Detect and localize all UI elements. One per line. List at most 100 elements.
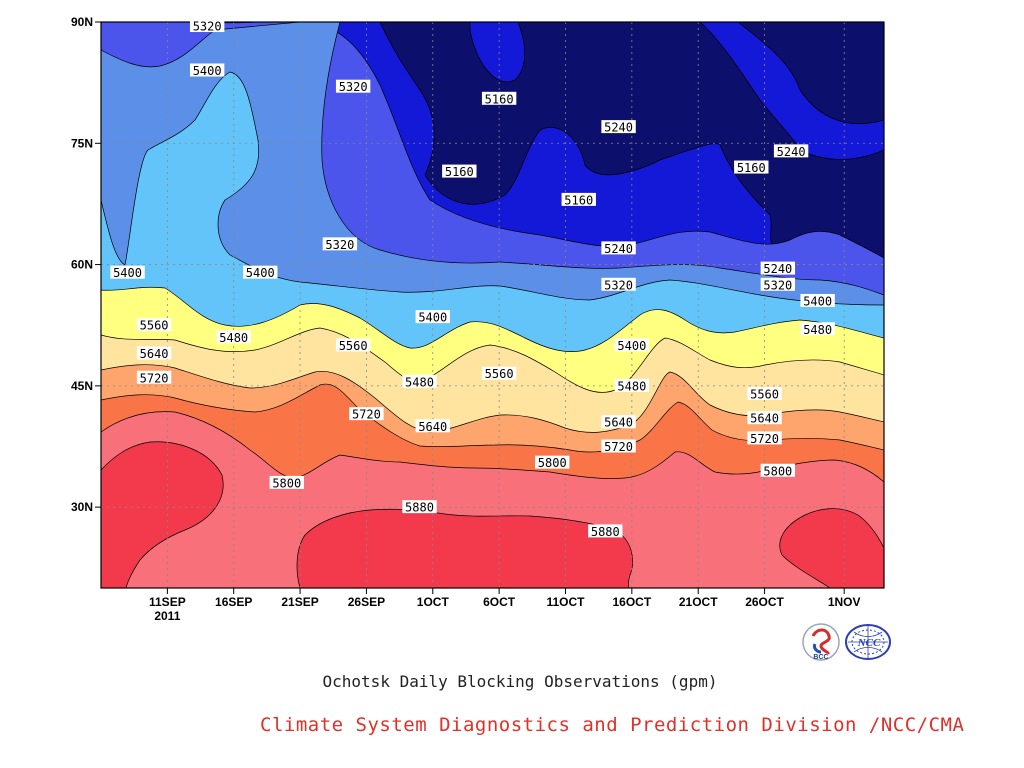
x-axis: 11SEP 16SEP 21SEP 26SEP 1OCT 6OCT 11OCT 16OCT 21…: [149, 588, 861, 623]
contour-fill: [101, 22, 884, 588]
plot-frame: [100, 21, 885, 589]
contour-label-bg: [136, 346, 172, 360]
contour-label: 5880: [405, 501, 434, 515]
bcc-logo: BCC: [802, 623, 840, 661]
contour-label-bg: [269, 475, 304, 489]
x-tick-label: 21SEP: [281, 595, 318, 609]
contour-label-bg: [402, 374, 437, 388]
contour-label-bg: [747, 386, 782, 400]
contour-label-bg: [601, 439, 636, 453]
contour-label: 5160: [445, 165, 474, 179]
x-tick-label: 11SEP: [149, 595, 186, 609]
contour-label: 5880: [591, 525, 620, 539]
contour-label: 5720: [750, 432, 779, 446]
contour-label: 5640: [418, 420, 447, 434]
contour-label: 5400: [617, 339, 646, 353]
contour-label: 5640: [750, 412, 779, 426]
contour-chart: 5320 5400 5320 5160 5240 5240 5160 5160 5160 5320…: [71, 15, 885, 623]
contour-label-bg: [481, 366, 517, 380]
grid-lines: [101, 22, 884, 588]
contour-label-bg: [415, 310, 450, 324]
ncc-logo-text: NCC: [857, 637, 881, 649]
contour-label-bg: [189, 63, 225, 77]
contour-label: 5240: [777, 145, 806, 159]
contour-label: 5560: [339, 339, 368, 353]
contour-label: 5240: [604, 242, 633, 256]
contour-label-bg: [773, 144, 809, 158]
contour-label-bg: [747, 431, 782, 445]
x-tick-label: 21OCT: [679, 595, 718, 609]
y-tick-label: 60N: [71, 258, 93, 272]
contour-label: 5480: [617, 379, 646, 393]
contour-label: 5800: [272, 476, 301, 490]
contour-label: 5160: [737, 161, 766, 175]
y-tick-label: 90N: [71, 15, 93, 29]
region-above-5880-center: [296, 508, 633, 588]
contour-label-bg: [614, 338, 650, 352]
contour-label-bg: [561, 192, 596, 206]
contour-label: 5240: [763, 262, 792, 276]
x-tick-label: 11OCT: [546, 595, 585, 609]
contour-label-bg: [601, 277, 636, 291]
contour-label: 5560: [140, 319, 169, 333]
contour-label-bg: [349, 407, 384, 421]
contour-label: 5160: [564, 193, 593, 207]
contour-label-bg: [110, 265, 145, 279]
y-tick-label: 75N: [71, 136, 93, 150]
contour-labels: 5320 5400 5320 5160 5240 5240 5160 5160 5160 5320…: [110, 19, 835, 539]
contour-label: 5720: [140, 371, 169, 385]
contour-label-bg: [335, 338, 371, 352]
contour-label-bg: [760, 463, 796, 477]
contour-label: 5400: [113, 266, 142, 280]
x-year-label: 2011: [154, 609, 180, 623]
contour-label-bg: [614, 378, 650, 392]
y-axis: 90N 75N 60N 45N 30N: [71, 15, 101, 514]
contour-label: 5800: [763, 464, 792, 478]
contour-label: 5400: [803, 294, 832, 308]
contour-label: 5720: [604, 440, 633, 454]
contour-label-bg: [402, 500, 437, 514]
contour-label-bg: [734, 160, 769, 174]
credit-line: Climate System Diagnostics and Predictio…: [260, 714, 965, 736]
contour-label: 5400: [418, 311, 447, 325]
contour-label-bg: [322, 237, 358, 251]
region-above-5880-right: [779, 508, 884, 588]
contour-label: 5480: [219, 331, 248, 345]
contour-label-bg: [535, 455, 570, 469]
contour-label-bg: [136, 318, 172, 332]
contour-label: 5640: [604, 416, 633, 430]
contour-label: 5320: [193, 20, 222, 34]
contour-label: 5720: [352, 408, 381, 422]
contour-label: 5160: [485, 92, 514, 106]
x-tick-label: 6OCT: [483, 595, 516, 609]
contour-label-bg: [216, 330, 251, 344]
x-tick-label: 26SEP: [348, 595, 385, 609]
contour-label-bg: [588, 524, 623, 538]
chart-title: Ochotsk Daily Blocking Observations (gpm…: [322, 672, 718, 691]
contour-label: 5480: [803, 323, 832, 337]
contour-label: 5240: [604, 121, 633, 135]
y-tick-label: 30N: [71, 500, 93, 514]
contour-label-bg: [415, 419, 450, 433]
contour-label: 5320: [325, 238, 354, 252]
contour-label-bg: [442, 164, 477, 178]
contour-label: 5320: [339, 80, 368, 94]
x-tick-label: 1NOV: [828, 595, 861, 609]
contour-label-bg: [601, 120, 636, 134]
contour-label-bg: [601, 415, 636, 429]
region-above-5880-left: [101, 441, 224, 588]
ncc-logo: NCC: [845, 624, 891, 660]
contour-label-bg: [601, 241, 636, 255]
contour-label: 5320: [763, 278, 792, 292]
contour-label-bg: [800, 322, 835, 336]
y-tick-label: 45N: [71, 379, 93, 393]
contour-label: 5800: [538, 456, 567, 470]
contour-label: 5480: [405, 375, 434, 389]
x-tick-label: 16OCT: [613, 595, 652, 609]
contour-label-bg: [481, 91, 517, 105]
island-5160-a: [469, 22, 526, 83]
contour-label: 5320: [604, 278, 633, 292]
contour-label: 5400: [246, 266, 275, 280]
contour-label-bg: [335, 79, 371, 93]
contour-label-bg: [760, 277, 796, 291]
